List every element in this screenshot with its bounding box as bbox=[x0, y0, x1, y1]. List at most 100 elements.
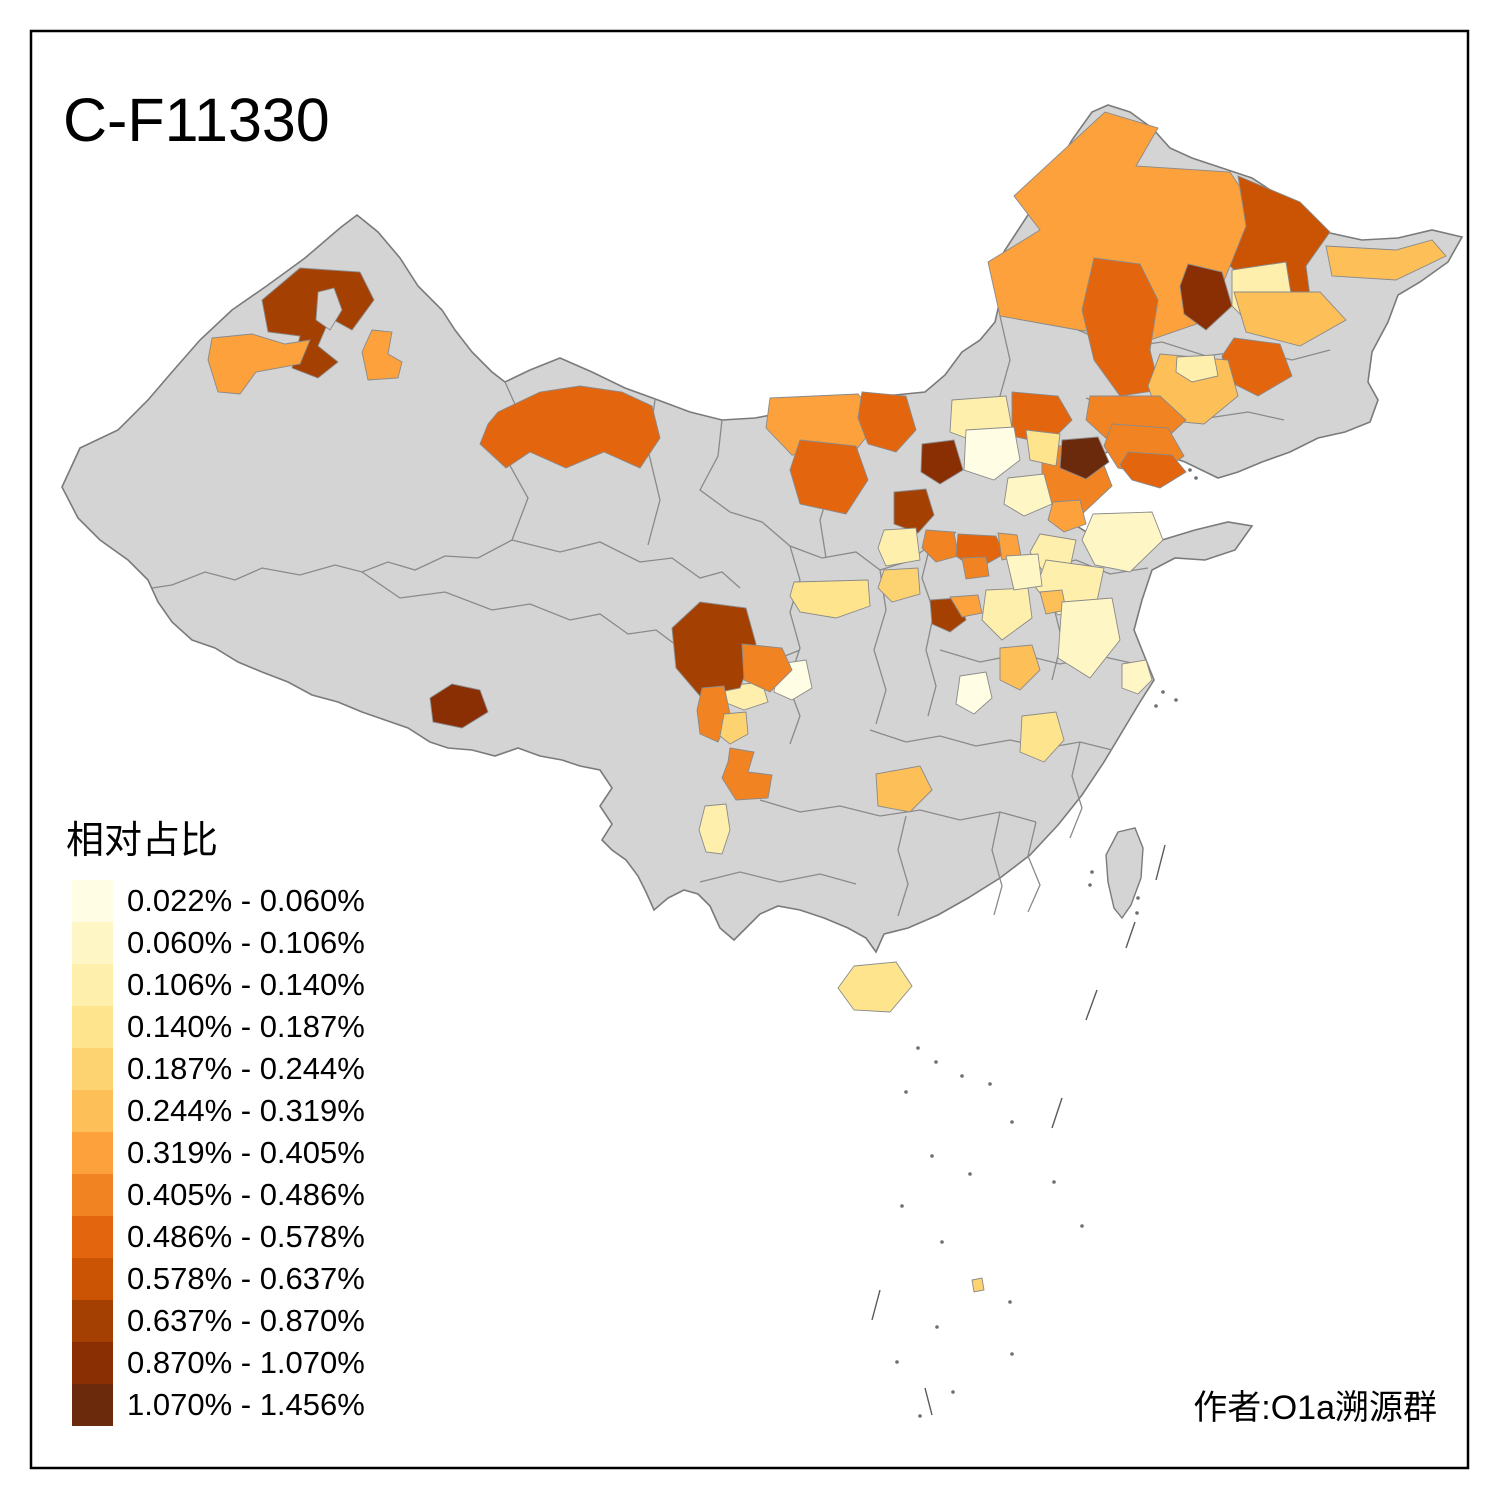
island-dot-12 bbox=[960, 1074, 964, 1078]
legend-row-8: 0.405% - 0.486% bbox=[72, 1174, 365, 1216]
sea-dash-6 bbox=[924, 1387, 933, 1416]
legend-row-6: 0.244% - 0.319% bbox=[72, 1090, 365, 1132]
legend-label-6: 0.244% - 0.319% bbox=[127, 1093, 365, 1128]
map-region-scs-islet bbox=[971, 1277, 985, 1293]
legend-swatch-12 bbox=[72, 1342, 113, 1384]
province-border-16 bbox=[759, 799, 1037, 823]
map-region-tacheng-lake bbox=[315, 287, 343, 331]
map-region-tangshan bbox=[1059, 436, 1110, 480]
map-region-taiyuan bbox=[921, 529, 959, 563]
map-region-henan-pale-2 bbox=[1005, 553, 1043, 591]
legend-swatch-2 bbox=[72, 922, 113, 964]
map-region-jiangsu-pale bbox=[1057, 597, 1121, 679]
map-title: C-F11330 bbox=[63, 86, 330, 154]
province-border-7 bbox=[921, 545, 937, 717]
legend-row-4: 0.140% - 0.187% bbox=[72, 1006, 365, 1048]
small-islands-layer bbox=[871, 468, 1198, 1418]
legend-rows: 0.022% - 0.060% 0.060% - 0.106% 0.106% - 0… bbox=[72, 880, 365, 1426]
legend-label-13: 1.070% - 1.456% bbox=[127, 1387, 365, 1422]
province-border-18 bbox=[897, 815, 909, 917]
province-border-6 bbox=[787, 545, 801, 745]
legend-row-7: 0.319% - 0.405% bbox=[72, 1132, 365, 1174]
legend-row-10: 0.578% - 0.637% bbox=[72, 1258, 365, 1300]
map-region-songnen-light bbox=[1233, 291, 1347, 347]
island-dot-24 bbox=[895, 1360, 899, 1364]
legend-swatch-5 bbox=[72, 1048, 113, 1090]
province-border-3 bbox=[511, 539, 741, 589]
map-region-hohhot bbox=[920, 439, 964, 485]
province-border-11 bbox=[999, 315, 1011, 397]
map-region-linfen-light bbox=[877, 567, 921, 603]
island-dot-10 bbox=[916, 1046, 920, 1050]
sea-dash-1 bbox=[1155, 844, 1166, 881]
legend-label-10: 0.578% - 0.637% bbox=[127, 1261, 365, 1296]
map-region-tacheng bbox=[261, 267, 375, 379]
province-border-21 bbox=[1027, 821, 1041, 913]
map-region-wuhan-pale bbox=[1019, 711, 1065, 763]
island-dot-1 bbox=[1161, 690, 1165, 694]
map-region-hebei-pale-1 bbox=[1003, 473, 1053, 517]
sea-dash-3 bbox=[1085, 989, 1098, 1021]
island-dot-7 bbox=[1088, 883, 1092, 887]
island-dot-14 bbox=[988, 1082, 992, 1086]
legend-row-5: 0.187% - 0.244% bbox=[72, 1048, 365, 1090]
legend-swatch-7 bbox=[72, 1132, 113, 1174]
legend-swatch-4 bbox=[72, 1006, 113, 1048]
map-region-changchun-pale bbox=[1175, 354, 1219, 383]
map-region-beijing-east-pale bbox=[1025, 429, 1061, 467]
map-region-xinzhou-dark bbox=[893, 488, 935, 534]
map-region-hefei-light bbox=[999, 644, 1041, 691]
island-dot-3 bbox=[1154, 704, 1158, 708]
map-region-far-ne-strip bbox=[1325, 239, 1447, 281]
province-border-2 bbox=[361, 571, 701, 661]
island-dot-27 bbox=[918, 1414, 922, 1418]
province-border-8 bbox=[873, 569, 887, 725]
island-dot-13 bbox=[904, 1090, 908, 1094]
island-dot-17 bbox=[968, 1172, 972, 1176]
island-dot-4 bbox=[1188, 468, 1192, 472]
map-region-handan-orange bbox=[961, 556, 990, 580]
map-region-harbin bbox=[1179, 263, 1233, 331]
island-dot-21 bbox=[940, 1240, 944, 1244]
sea-dash-2 bbox=[1125, 921, 1136, 949]
legend-label-5: 0.187% - 0.244% bbox=[127, 1051, 365, 1086]
province-border-20 bbox=[1069, 741, 1083, 839]
map-region-sanmenxia-orange bbox=[949, 594, 983, 618]
province-border-15 bbox=[869, 729, 1113, 751]
province-border-1 bbox=[151, 381, 529, 589]
map-region-shanghai-pale bbox=[1121, 659, 1153, 695]
map-region-hainan bbox=[837, 961, 913, 1013]
island-dot-22 bbox=[1008, 1300, 1012, 1304]
map-region-yili bbox=[207, 333, 311, 395]
legend-label-2: 0.060% - 0.106% bbox=[127, 925, 365, 960]
legend-row-13: 1.070% - 1.456% bbox=[72, 1384, 365, 1426]
island-dot-16 bbox=[930, 1154, 934, 1158]
legend-row-12: 0.870% - 1.070% bbox=[72, 1342, 365, 1384]
legend-swatch-9 bbox=[72, 1216, 113, 1258]
island-dot-5 bbox=[1194, 476, 1198, 480]
island-dot-9 bbox=[1135, 911, 1139, 915]
province-border-17 bbox=[699, 871, 857, 885]
legend-row-9: 0.486% - 0.578% bbox=[72, 1216, 365, 1258]
map-region-altay bbox=[361, 329, 403, 381]
map-region-hami-jiuquan bbox=[479, 385, 661, 469]
sea-dash-5 bbox=[871, 1289, 881, 1321]
island-dot-6 bbox=[1090, 870, 1094, 874]
map-region-dali-orange bbox=[721, 747, 773, 801]
map-region-ordos bbox=[789, 439, 869, 515]
legend-row-3: 0.106% - 0.140% bbox=[72, 964, 365, 1006]
author-credit: 作者:O1a溯源群 bbox=[1193, 1389, 1437, 1427]
legend-swatch-8 bbox=[72, 1174, 113, 1216]
legend-swatch-10 bbox=[72, 1258, 113, 1300]
map-region-baotou bbox=[857, 391, 917, 453]
province-border-19 bbox=[991, 811, 1003, 916]
map-region-yantai bbox=[1119, 451, 1187, 489]
legend-label-8: 0.405% - 0.486% bbox=[127, 1177, 365, 1212]
island-dot-2 bbox=[1174, 698, 1178, 702]
legend: 相对占比 0.022% - 0.060% 0.060% - 0.106% 0.106… bbox=[66, 820, 365, 1426]
island-dot-25 bbox=[1010, 1352, 1014, 1356]
legend-title: 相对占比 bbox=[66, 820, 218, 862]
map-region-jinan-light bbox=[1047, 499, 1087, 533]
legend-label-4: 0.140% - 0.187% bbox=[127, 1009, 365, 1044]
